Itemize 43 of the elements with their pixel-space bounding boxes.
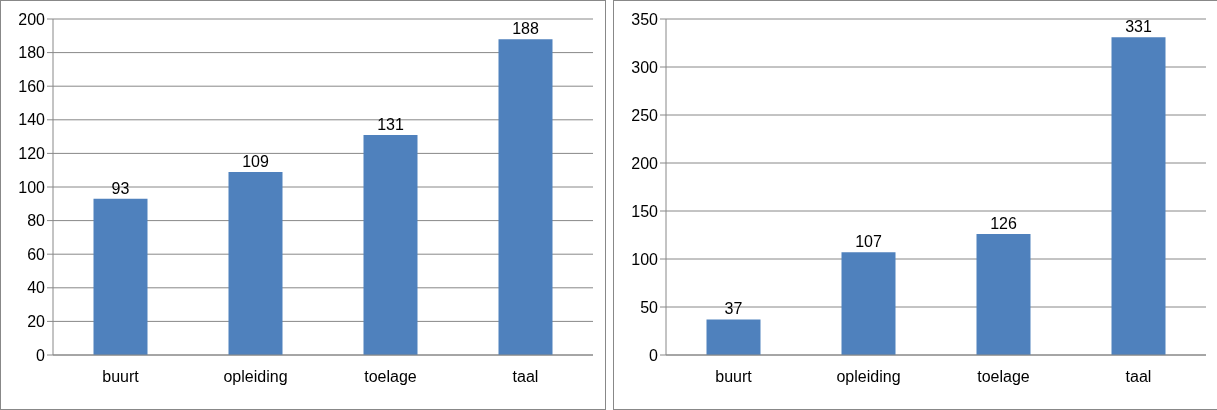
x-tick-label: buurt <box>715 368 753 386</box>
y-tick-label: 180 <box>18 44 46 62</box>
bar <box>363 134 418 355</box>
bar <box>1111 37 1166 355</box>
y-tick-label: 150 <box>631 202 659 220</box>
y-tick-label: 160 <box>18 77 46 95</box>
x-tick-label: toelage <box>977 368 1030 386</box>
data-label: 109 <box>242 152 269 170</box>
x-tick-label: opleiding <box>836 368 901 386</box>
y-tick-label: 100 <box>18 178 46 196</box>
bar <box>976 234 1031 355</box>
x-tick-label: opleiding <box>223 368 288 386</box>
bar <box>93 198 148 355</box>
y-tick-label: 40 <box>27 279 46 297</box>
data-label: 93 <box>111 179 130 197</box>
bar <box>498 39 553 355</box>
bar <box>706 319 761 355</box>
data-label: 188 <box>512 20 539 38</box>
bar <box>228 171 283 355</box>
y-tick-label: 200 <box>631 154 659 172</box>
y-tick-label: 300 <box>631 58 659 76</box>
data-label: 131 <box>377 115 404 133</box>
y-tick-label: 80 <box>27 212 46 230</box>
data-label: 331 <box>1125 18 1152 36</box>
y-tick-label: 140 <box>18 111 46 129</box>
y-tick-label: 100 <box>631 250 659 268</box>
bar <box>841 252 896 355</box>
y-tick-label: 0 <box>649 346 659 364</box>
y-tick-label: 120 <box>18 145 46 163</box>
y-tick-label: 200 <box>18 10 46 28</box>
y-tick-label: 0 <box>36 346 46 364</box>
y-tick-label: 50 <box>640 298 659 316</box>
data-label: 107 <box>855 233 882 251</box>
data-label: 37 <box>724 300 743 318</box>
x-tick-label: toelage <box>364 368 417 386</box>
data-label: 126 <box>990 215 1017 233</box>
x-tick-label: taal <box>1125 368 1152 386</box>
x-tick-label: taal <box>512 368 539 386</box>
y-tick-label: 60 <box>27 245 46 263</box>
y-tick-label: 350 <box>631 10 659 28</box>
y-tick-label: 20 <box>27 313 46 331</box>
x-tick-label: buurt <box>102 368 140 386</box>
y-tick-label: 250 <box>631 106 659 124</box>
